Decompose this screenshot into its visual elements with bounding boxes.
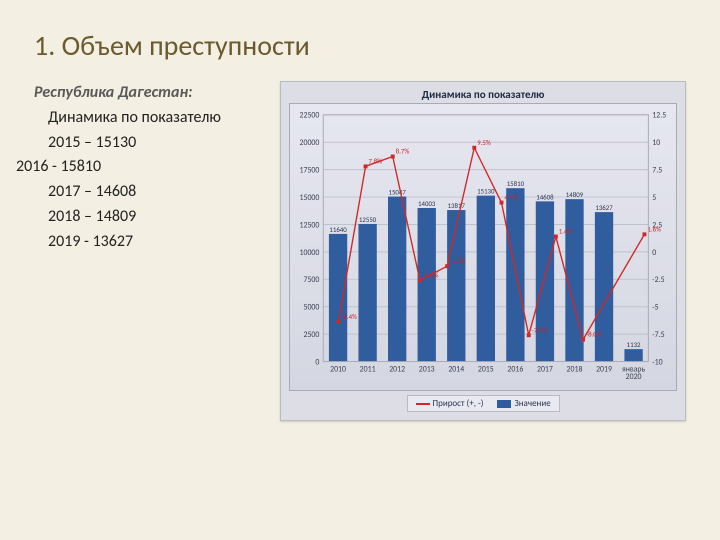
page-title: 1. Объем преступности <box>34 28 686 63</box>
svg-text:14809: 14809 <box>566 190 584 199</box>
svg-text:12550: 12550 <box>359 215 377 224</box>
svg-text:15810: 15810 <box>507 179 525 188</box>
svg-text:2500: 2500 <box>304 331 320 340</box>
legend-swatch-line <box>416 403 430 405</box>
svg-text:17500: 17500 <box>300 167 320 176</box>
svg-text:15130: 15130 <box>477 187 495 196</box>
svg-text:7.8%: 7.8% <box>369 156 383 165</box>
svg-text:-8.0%: -8.0% <box>586 330 602 339</box>
svg-text:-7.6%: -7.6% <box>532 325 548 334</box>
legend-swatch-bar <box>497 400 511 408</box>
svg-text:1.4%: 1.4% <box>559 227 573 236</box>
svg-text:2017: 2017 <box>537 365 553 374</box>
svg-text:2011: 2011 <box>360 365 376 374</box>
left-line-3: 2018 – 14809 <box>34 205 270 230</box>
svg-text:2020: 2020 <box>626 373 642 382</box>
svg-text:22500: 22500 <box>300 112 320 121</box>
svg-text:-5: -5 <box>653 304 659 313</box>
svg-text:-6.4%: -6.4% <box>342 312 358 321</box>
left-line-2: 2017 – 14608 <box>34 180 270 205</box>
svg-text:-7.5: -7.5 <box>653 331 665 340</box>
chart-container: Динамика по показателю 02500500075001000… <box>280 81 686 421</box>
chart-title: Динамика по показателю <box>289 88 677 101</box>
svg-text:2012: 2012 <box>389 365 405 374</box>
svg-text:2019: 2019 <box>596 365 612 374</box>
left-line-0: 2015 – 15130 <box>34 131 270 156</box>
svg-text:20000: 20000 <box>300 139 320 148</box>
svg-text:12500: 12500 <box>300 221 320 230</box>
left-panel: Республика Дагестан: Динамика по показат… <box>34 81 270 421</box>
legend-znach: Значение <box>497 398 550 409</box>
legend-znach-label: Значение <box>514 398 550 409</box>
svg-text:7500: 7500 <box>304 276 320 285</box>
svg-text:2010: 2010 <box>330 365 346 374</box>
svg-text:9.5%: 9.5% <box>477 138 491 147</box>
svg-text:0: 0 <box>653 249 657 258</box>
svg-text:5000: 5000 <box>304 304 320 313</box>
svg-text:8.7%: 8.7% <box>396 147 410 156</box>
svg-text:15047: 15047 <box>389 188 407 197</box>
svg-text:2015: 2015 <box>478 365 494 374</box>
svg-text:13627: 13627 <box>596 203 614 212</box>
legend-prirost: Прирост (+, -) <box>416 398 484 409</box>
svg-text:2014: 2014 <box>449 365 465 374</box>
chart-plot: 0 2500 5000 7500 10000 12500 15000 17500 20000 22… <box>289 103 677 391</box>
svg-text:7.5: 7.5 <box>653 167 663 176</box>
svg-text:2013: 2013 <box>419 365 435 374</box>
left-subtitle2: Динамика по показателю <box>34 106 270 131</box>
svg-text:-2.5: -2.5 <box>653 276 665 285</box>
svg-text:11640: 11640 <box>330 225 348 234</box>
svg-text:14608: 14608 <box>536 192 554 201</box>
svg-text:10000: 10000 <box>300 249 320 258</box>
svg-text:0: 0 <box>316 358 320 367</box>
svg-text:5: 5 <box>653 194 657 203</box>
chart-legend: Прирост (+, -) Значение <box>407 395 560 412</box>
legend-prirost-label: Прирост (+, -) <box>433 398 484 409</box>
svg-text:10: 10 <box>653 139 661 148</box>
svg-text:4.5%: 4.5% <box>505 193 519 202</box>
left-line-4: 2019 - 13627 <box>34 230 270 255</box>
svg-text:-10: -10 <box>653 358 663 367</box>
left-line-1: 2016 - 15810 <box>16 155 270 180</box>
svg-text:14003: 14003 <box>418 199 436 208</box>
svg-text:-1.3%: -1.3% <box>450 256 466 265</box>
svg-text:2016: 2016 <box>508 365 524 374</box>
svg-text:15000: 15000 <box>300 194 320 203</box>
content: Республика Дагестан: Динамика по показат… <box>34 81 686 421</box>
svg-text:2018: 2018 <box>567 365 583 374</box>
svg-text:1132: 1132 <box>627 340 641 349</box>
chart-svg: 0 2500 5000 7500 10000 12500 15000 17500 20000 22… <box>290 104 676 390</box>
left-subtitle1: Республика Дагестан: <box>34 81 270 106</box>
svg-text:12.5: 12.5 <box>653 112 667 121</box>
svg-text:-2.6%: -2.6% <box>423 270 439 279</box>
svg-text:1.6%: 1.6% <box>648 224 662 233</box>
svg-text:13817: 13817 <box>448 201 466 210</box>
